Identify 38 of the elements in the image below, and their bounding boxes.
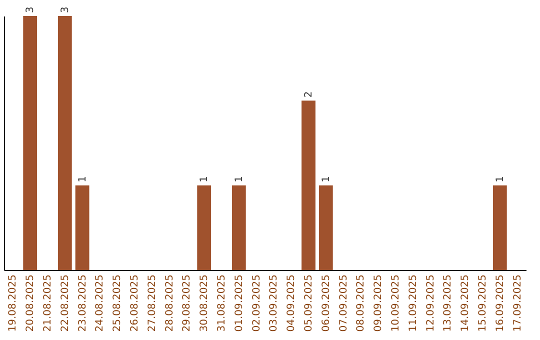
data-label: 3 <box>25 6 36 13</box>
x-tick-label: 27.08.2025 <box>146 274 158 332</box>
data-label: 1 <box>77 176 88 182</box>
x-tick-label: 10.09.2025 <box>390 274 402 332</box>
data-label: 1 <box>234 176 245 182</box>
x-tick-label: 04.09.2025 <box>286 274 298 332</box>
x-tick-label: 21.08.2025 <box>42 274 54 332</box>
x-tick-label: 08.09.2025 <box>356 274 367 332</box>
x-tick-label: 23.08.2025 <box>77 274 88 332</box>
x-tick-label: 25.08.2025 <box>112 274 124 332</box>
data-label: 1 <box>320 176 332 182</box>
x-tick-label: 26.08.2025 <box>130 274 140 332</box>
data-label: 1 <box>494 176 506 182</box>
x-tick-label: 13.09.2025 <box>442 274 454 332</box>
x-tick-label: 30.08.2025 <box>199 274 210 332</box>
x-tick-label: 15.09.2025 <box>478 274 488 332</box>
x-tick-label: 19.08.2025 <box>8 274 19 332</box>
x-tick-label: 02.09.2025 <box>251 274 262 332</box>
data-label: 3 <box>60 6 71 13</box>
x-tick-label: 12.09.2025 <box>425 274 436 332</box>
x-tick-label: 01.09.2025 <box>234 274 245 332</box>
x-tick-label: 22.08.2025 <box>60 274 71 332</box>
data-label: 2 <box>304 91 314 98</box>
x-tick-label: 07.09.2025 <box>338 274 350 332</box>
x-tick-label: 24.08.2025 <box>94 274 106 332</box>
x-tick-label: 16.09.2025 <box>494 274 506 332</box>
x-tick-label: 06.09.2025 <box>320 274 332 332</box>
x-tick-label: 14.09.2025 <box>460 274 472 332</box>
x-tick-label: 11.09.2025 <box>408 274 419 332</box>
x-tick-label: 05.09.2025 <box>304 274 314 332</box>
x-tick-label: 09.09.2025 <box>373 274 384 332</box>
x-tick-label: 28.08.2025 <box>164 274 176 332</box>
x-tick-label: 17.09.2025 <box>512 274 524 332</box>
data-label: 1 <box>199 176 210 182</box>
x-tick-label: 31.08.2025 <box>216 274 228 332</box>
x-tick-label: 03.09.2025 <box>268 274 280 332</box>
x-tick-label: 20.08.2025 <box>25 274 36 332</box>
x-tick-label: 29.08.2025 <box>182 274 193 332</box>
